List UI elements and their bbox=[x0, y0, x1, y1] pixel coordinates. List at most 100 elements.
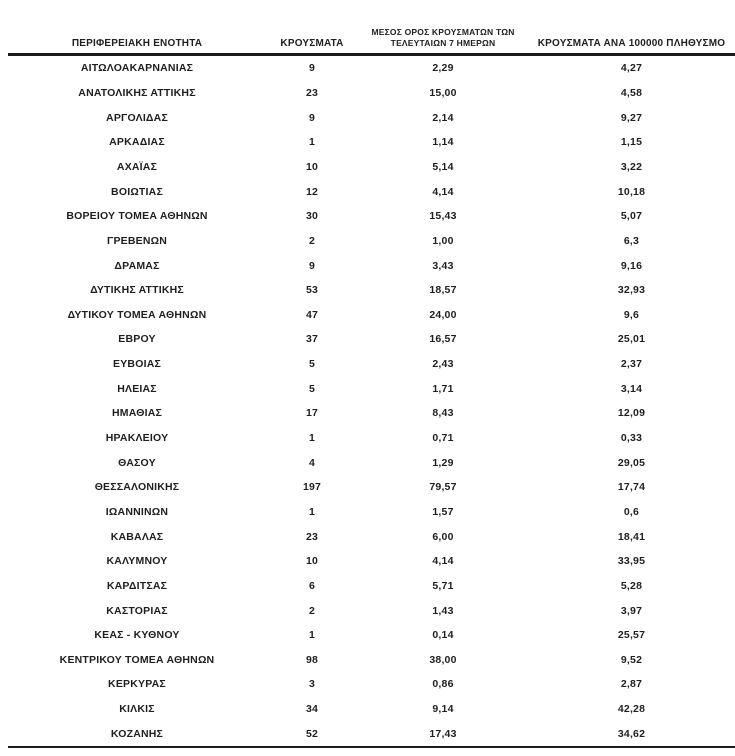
region-cell: ΑΧΑΪΑΣ bbox=[116, 160, 158, 173]
per-100k-cell: 3,22 bbox=[620, 160, 643, 173]
avg-7day-cell: 15,00 bbox=[429, 87, 457, 100]
cases-cell: 2 bbox=[308, 604, 316, 617]
region-cell: ΔΡΑΜΑΣ bbox=[114, 259, 160, 272]
table-row: ΑΡΚΑΔΙΑΣ 1 1,14 1,15 bbox=[8, 130, 735, 155]
avg-7day-cell: 5,71 bbox=[432, 579, 454, 592]
table-row: ΕΥΒΟΙΑΣ 5 2,43 2,37 bbox=[8, 352, 735, 377]
table-row: ΘΑΣΟΥ 4 1,29 29,05 bbox=[8, 450, 735, 475]
cases-cell: 17 bbox=[305, 407, 319, 420]
table-row: ΗΡΑΚΛΕΙΟΥ 1 0,71 0,33 bbox=[8, 426, 735, 451]
avg-7day-cell: 1,57 bbox=[432, 505, 454, 518]
per-100k-cell: 0,6 bbox=[623, 505, 640, 518]
region-cell: ΚΕΝΤΡΙΚΟΥ ΤΟΜΕΑ ΑΘΗΝΩΝ bbox=[59, 653, 215, 666]
region-cell: ΘΑΣΟΥ bbox=[118, 456, 156, 469]
cases-cell: 1 bbox=[308, 505, 316, 518]
region-cell: ΒΟΡΕΙΟΥ ΤΟΜΕΑ ΑΘΗΝΩΝ bbox=[66, 210, 208, 223]
avg-7day-cell: 8,43 bbox=[432, 407, 454, 420]
per-100k-cell: 0,33 bbox=[620, 432, 643, 445]
region-cell: ΗΡΑΚΛΕΙΟΥ bbox=[105, 432, 169, 445]
table-row: ΑΙΤΩΛΟΑΚΑΡΝΑΝΙΑΣ 9 2,29 4,27 bbox=[8, 55, 735, 81]
per-100k-cell: 3,97 bbox=[620, 604, 643, 617]
avg-7day-cell: 1,14 bbox=[432, 136, 454, 149]
col-header-7day-average-line2: ΤΕΛΕΥΤΑΙΩΝ 7 ΗΜΕΡΩΝ bbox=[390, 38, 496, 49]
cases-cell: 12 bbox=[305, 185, 319, 198]
cases-cell: 98 bbox=[305, 653, 319, 666]
per-100k-cell: 33,95 bbox=[617, 555, 646, 568]
table-row: ΗΜΑΘΙΑΣ 17 8,43 12,09 bbox=[8, 401, 735, 426]
avg-7day-cell: 17,43 bbox=[429, 727, 457, 740]
region-cell: ΙΩΑΝΝΙΝΩΝ bbox=[105, 505, 169, 518]
table-row: ΙΩΑΝΝΙΝΩΝ 1 1,57 0,6 bbox=[8, 500, 735, 525]
table-row: ΘΕΣΣΑΛΟΝΙΚΗΣ 197 79,57 17,74 bbox=[8, 475, 735, 500]
region-cell: ΚΟΖΑΝΗΣ bbox=[110, 727, 164, 740]
per-100k-cell: 4,58 bbox=[620, 87, 643, 100]
cases-cell: 5 bbox=[308, 358, 316, 371]
table-row: ΚΑΒΑΛΑΣ 23 6,00 18,41 bbox=[8, 524, 735, 549]
per-100k-cell: 25,01 bbox=[617, 333, 646, 346]
per-100k-cell: 5,28 bbox=[620, 579, 643, 592]
cases-cell: 4 bbox=[308, 456, 316, 469]
region-cell: ΚΙΛΚΙΣ bbox=[119, 703, 155, 716]
region-cell: ΘΕΣΣΑΛΟΝΙΚΗΣ bbox=[94, 481, 180, 494]
avg-7day-cell: 6,00 bbox=[432, 530, 454, 543]
avg-7day-cell: 4,14 bbox=[432, 185, 454, 198]
col-header-7day-average-line1: ΜΕΣΟΣ ΟΡΟΣ ΚΡΟΥΣΜΑΤΩΝ ΤΩΝ bbox=[371, 27, 515, 37]
region-cell: ΚΑΣΤΟΡΙΑΣ bbox=[106, 604, 168, 617]
cases-cell: 5 bbox=[308, 382, 316, 395]
col-header-cases-per-100k: ΚΡΟΥΣΜΑΤΑ ΑΝΑ 100000 ΠΛΗΘΥΣΜΟ bbox=[528, 25, 735, 57]
col-header-7day-average: ΜΕΣΟΣ ΟΡΟΣ ΚΡΟΥΣΜΑΤΩΝ ΤΩΝ ΤΕΛΕΥΤΑΙΩΝ 7 Η… bbox=[358, 25, 528, 57]
col-header-regional-unit: ΠΕΡΙΦΕΡΕΙΑΚΗ ΕΝΟΤΗΤΑ bbox=[8, 25, 266, 57]
region-cell: ΑΝΑΤΟΛΙΚΗΣ ΑΤΤΙΚΗΣ bbox=[78, 87, 196, 100]
table-row: ΚΑΡΔΙΤΣΑΣ 6 5,71 5,28 bbox=[8, 574, 735, 599]
table-row: ΔΥΤΙΚΟΥ ΤΟΜΕΑ ΑΘΗΝΩΝ 47 24,00 9,6 bbox=[8, 303, 735, 328]
region-cell: ΚΑΛΥΜΝΟΥ bbox=[106, 555, 168, 568]
cases-cell: 1 bbox=[308, 629, 316, 642]
avg-7day-cell: 1,29 bbox=[432, 456, 454, 469]
table-row: ΚΟΖΑΝΗΣ 52 17,43 34,62 bbox=[8, 721, 735, 747]
per-100k-cell: 34,62 bbox=[617, 727, 646, 740]
region-cell: ΕΒΡΟΥ bbox=[118, 333, 156, 346]
avg-7day-cell: 2,43 bbox=[432, 358, 454, 371]
table-row: ΒΟΡΕΙΟΥ ΤΟΜΕΑ ΑΘΗΝΩΝ 30 15,43 5,07 bbox=[8, 204, 735, 229]
avg-7day-cell: 1,43 bbox=[432, 604, 454, 617]
col-header-cases: ΚΡΟΥΣΜΑΤΑ bbox=[266, 25, 358, 57]
region-cell: ΔΥΤΙΚΟΥ ΤΟΜΕΑ ΑΘΗΝΩΝ bbox=[67, 308, 207, 321]
per-100k-cell: 3,14 bbox=[620, 382, 643, 395]
avg-7day-cell: 18,57 bbox=[429, 284, 457, 297]
table-row: ΚΑΛΥΜΝΟΥ 10 4,14 33,95 bbox=[8, 549, 735, 574]
region-cell: ΚΑΒΑΛΑΣ bbox=[110, 530, 164, 543]
cases-cell: 6 bbox=[308, 579, 316, 592]
avg-7day-cell: 0,14 bbox=[432, 629, 454, 642]
avg-7day-cell: 16,57 bbox=[429, 333, 457, 346]
per-100k-cell: 18,41 bbox=[617, 530, 646, 543]
region-cell: ΚΑΡΔΙΤΣΑΣ bbox=[106, 579, 168, 592]
avg-7day-cell: 79,57 bbox=[429, 481, 457, 494]
table-row: ΑΧΑΪΑΣ 10 5,14 3,22 bbox=[8, 155, 735, 180]
region-cell: ΓΡΕΒΕΝΩΝ bbox=[106, 234, 168, 247]
per-100k-cell: 5,07 bbox=[620, 210, 643, 223]
table-body: ΑΙΤΩΛΟΑΚΑΡΝΑΝΙΑΣ 9 2,29 4,27 ΑΝΑΤΟΛΙΚΗΣ ΑΤΤΙ… bbox=[8, 55, 735, 747]
avg-7day-cell: 15,43 bbox=[429, 210, 457, 223]
cases-cell: 34 bbox=[305, 703, 319, 716]
cases-cell: 9 bbox=[308, 62, 316, 75]
region-cell: ΚΕΡΚΥΡΑΣ bbox=[108, 678, 166, 691]
table-row: ΑΝΑΤΟΛΙΚΗΣ ΑΤΤΙΚΗΣ 23 15,00 4,58 bbox=[8, 81, 735, 106]
cases-cell: 37 bbox=[305, 333, 319, 346]
cases-cell: 47 bbox=[305, 308, 319, 321]
per-100k-cell: 9,6 bbox=[623, 308, 640, 321]
table-row: ΚΙΛΚΙΣ 34 9,14 42,28 bbox=[8, 697, 735, 722]
avg-7day-cell: 1,00 bbox=[432, 234, 454, 247]
cases-cell: 53 bbox=[305, 284, 319, 297]
avg-7day-cell: 24,00 bbox=[429, 308, 457, 321]
region-cell: ΕΥΒΟΙΑΣ bbox=[113, 358, 161, 371]
per-100k-cell: 6,3 bbox=[623, 234, 640, 247]
avg-7day-cell: 9,14 bbox=[432, 703, 454, 716]
per-100k-cell: 42,28 bbox=[617, 703, 646, 716]
per-100k-cell: 1,15 bbox=[620, 136, 643, 149]
cases-cell: 30 bbox=[305, 210, 319, 223]
per-100k-cell: 4,27 bbox=[620, 62, 643, 75]
table-header: ΠΕΡΙΦΕΡΕΙΑΚΗ ΕΝΟΤΗΤΑ ΚΡΟΥΣΜΑΤΑ ΜΕΣΟΣ ΟΡΟ… bbox=[8, 25, 735, 57]
region-cell: ΗΛΕΙΑΣ bbox=[117, 382, 157, 395]
table-row: ΓΡΕΒΕΝΩΝ 2 1,00 6,3 bbox=[8, 229, 735, 254]
